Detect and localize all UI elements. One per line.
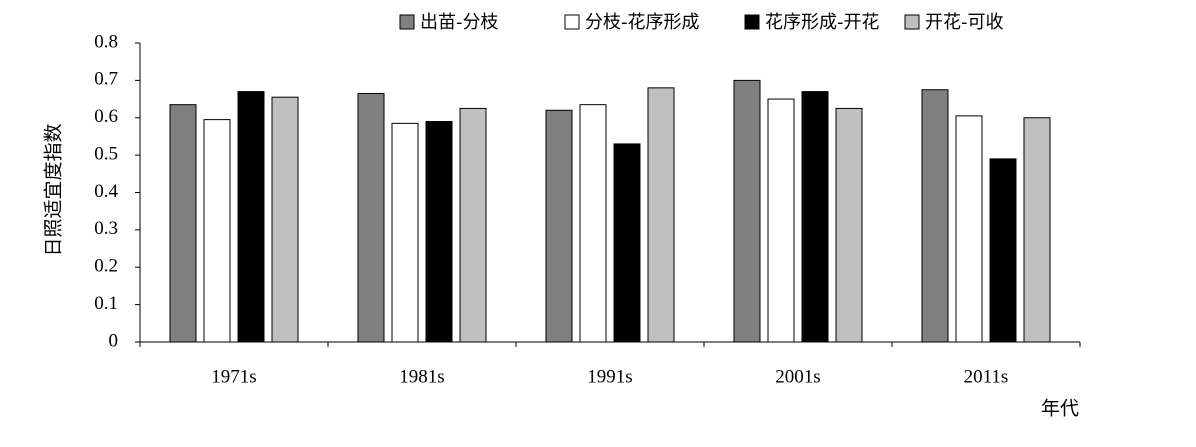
bar bbox=[391, 122, 419, 343]
bar bbox=[425, 120, 453, 343]
bar bbox=[459, 107, 487, 343]
bar bbox=[237, 91, 265, 343]
x-axis-label: 年代 bbox=[1041, 397, 1079, 419]
legend-swatch bbox=[399, 14, 415, 30]
x-tick-label: 1971s bbox=[211, 366, 256, 387]
legend-label: 花序形成-开花 bbox=[765, 12, 880, 33]
bar bbox=[955, 115, 983, 343]
bar bbox=[835, 107, 863, 343]
y-axis-label: 日照适宜度指数 bbox=[42, 123, 64, 256]
bar bbox=[989, 158, 1017, 343]
bar bbox=[545, 109, 573, 343]
y-tick-label: 0.6 bbox=[94, 106, 118, 127]
legend-swatch bbox=[564, 14, 580, 30]
bar bbox=[169, 104, 197, 343]
bar bbox=[801, 91, 829, 343]
x-tick-label: 1991s bbox=[587, 366, 632, 387]
bar bbox=[647, 87, 675, 343]
legend-swatch bbox=[744, 14, 760, 30]
bar bbox=[733, 79, 761, 343]
bar bbox=[203, 119, 231, 343]
y-tick-label: 0.3 bbox=[94, 218, 118, 239]
y-tick-label: 0.2 bbox=[94, 256, 118, 277]
y-tick-label: 0 bbox=[109, 330, 119, 351]
legend-label: 开花-可收 bbox=[925, 12, 1004, 33]
y-tick-label: 0.1 bbox=[94, 293, 118, 314]
x-tick-label: 1981s bbox=[399, 366, 444, 387]
bar bbox=[579, 104, 607, 343]
bar bbox=[1023, 117, 1051, 343]
bar bbox=[357, 92, 385, 343]
bar bbox=[767, 98, 795, 343]
bar bbox=[613, 143, 641, 343]
bar bbox=[271, 96, 299, 343]
bar bbox=[921, 89, 949, 343]
y-tick-label: 0.5 bbox=[94, 143, 118, 164]
x-tick-label: 2011s bbox=[964, 366, 1009, 387]
legend-label: 出苗-分枝 bbox=[420, 12, 499, 33]
y-tick-label: 0.4 bbox=[94, 181, 118, 202]
y-tick-label: 0.8 bbox=[94, 31, 118, 52]
y-tick-label: 0.7 bbox=[94, 69, 118, 90]
legend-label: 分枝-花序形成 bbox=[585, 12, 700, 33]
legend-swatch bbox=[904, 14, 920, 30]
x-tick-label: 2001s bbox=[775, 366, 820, 387]
